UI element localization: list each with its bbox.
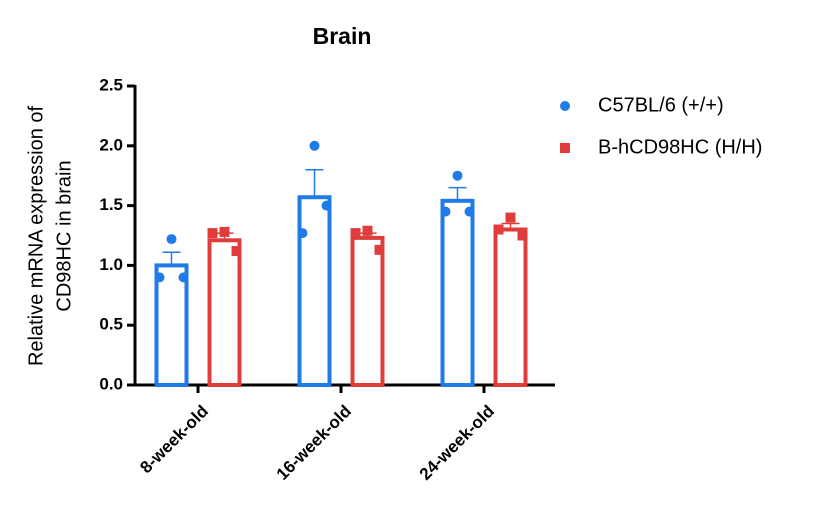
error-bar bbox=[501, 222, 520, 230]
y-tick-label: 2.5 bbox=[99, 75, 123, 94]
data-point bbox=[297, 228, 308, 239]
data-point bbox=[362, 225, 373, 236]
chart-title: Brain bbox=[313, 23, 372, 49]
bar bbox=[350, 235, 385, 387]
data-point bbox=[452, 170, 463, 181]
y-axis-label: CD98HC in brain bbox=[53, 160, 75, 311]
error-bar bbox=[162, 251, 181, 266]
data-point bbox=[350, 228, 361, 239]
bar bbox=[297, 195, 332, 387]
y-tick-label: 0.0 bbox=[99, 374, 123, 393]
legend-label: C57BL/6 (+/+) bbox=[598, 94, 724, 116]
data-point bbox=[154, 272, 165, 283]
y-tick-label: 2.0 bbox=[99, 135, 123, 154]
legend-marker bbox=[560, 143, 570, 153]
x-tick-label: 8-week-old bbox=[136, 402, 212, 478]
data-point bbox=[440, 206, 451, 217]
error-bar bbox=[448, 186, 467, 201]
data-point bbox=[207, 228, 218, 239]
data-point bbox=[374, 244, 385, 255]
error-bar bbox=[305, 168, 324, 198]
bar bbox=[207, 238, 242, 387]
data-point bbox=[178, 272, 189, 283]
data-point bbox=[505, 212, 516, 223]
data-point bbox=[321, 200, 332, 211]
data-point bbox=[219, 226, 230, 237]
y-tick-label: 0.5 bbox=[99, 315, 123, 334]
data-point bbox=[493, 224, 504, 235]
y-tick-label: 1.5 bbox=[99, 195, 123, 214]
y-tick-label: 1.0 bbox=[99, 255, 123, 274]
x-tick-label: 24-week-old bbox=[416, 402, 498, 484]
y-axis-label: Relative mRNA expression of bbox=[25, 106, 47, 367]
data-point bbox=[309, 140, 320, 151]
data-point bbox=[517, 230, 528, 241]
bar bbox=[493, 227, 528, 387]
bar bbox=[154, 263, 189, 387]
data-point bbox=[231, 246, 242, 257]
data-point bbox=[464, 206, 475, 217]
bar bbox=[440, 198, 475, 387]
legend-marker bbox=[560, 101, 570, 111]
x-tick-label: 16-week-old bbox=[273, 402, 355, 484]
data-point bbox=[166, 234, 177, 245]
legend-label: B-hCD98HC (H/H) bbox=[598, 136, 762, 158]
